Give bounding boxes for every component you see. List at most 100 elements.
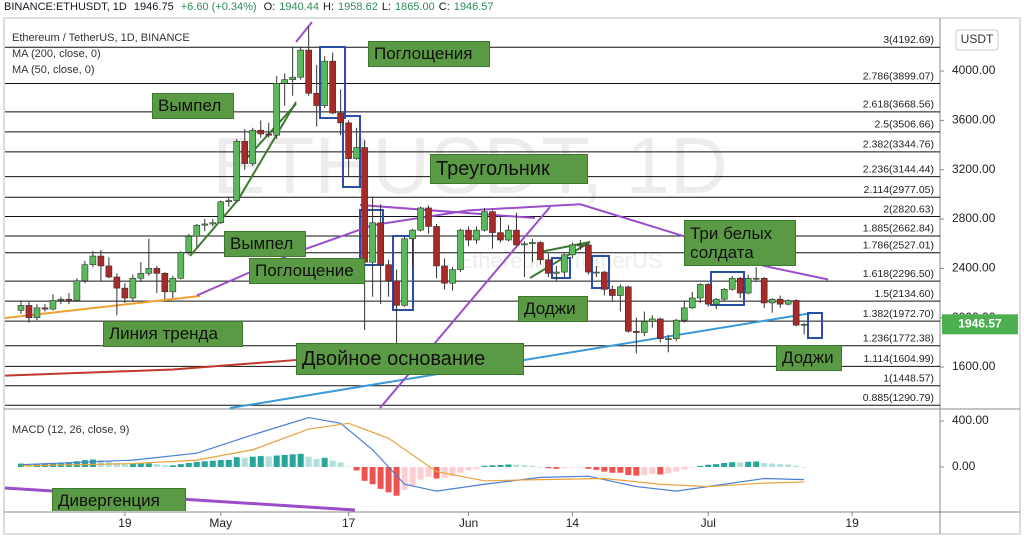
macd-bar xyxy=(689,467,696,468)
candle-body xyxy=(97,255,105,267)
candle-body xyxy=(656,318,664,339)
ohlc-value: 1940.44 xyxy=(279,1,320,13)
macd-bar xyxy=(561,467,568,469)
x-tick-label: May xyxy=(209,516,232,530)
x-tick-label: Jun xyxy=(459,516,478,530)
candle-body xyxy=(720,289,728,300)
macd-bar xyxy=(233,457,240,468)
macd-bar xyxy=(345,466,352,468)
x-tick-label: 14 xyxy=(566,516,580,530)
line xyxy=(20,422,805,488)
candle-body xyxy=(792,300,800,326)
macd-bar xyxy=(193,461,200,468)
macd-bar xyxy=(761,462,768,468)
macd-bar xyxy=(273,455,280,468)
header: BINANCE:ETHUSDT, 1D 1946.75 +6.60 (+0.34… xyxy=(4,1,502,13)
macd-bar xyxy=(585,467,592,469)
candle-body xyxy=(201,223,209,226)
y-tick-label: 3600.00 xyxy=(952,113,996,127)
macd-bar xyxy=(313,458,320,468)
divergence-line xyxy=(295,21,313,43)
fib-label: 0.885(1290.79) xyxy=(863,392,934,404)
candle-body xyxy=(409,229,416,240)
candle-body xyxy=(57,298,65,301)
macd-bar xyxy=(705,464,712,468)
price-tag-label: 1946.57 xyxy=(958,316,1002,330)
symbol: BINANCE:ETHUSDT, 1D xyxy=(4,1,127,13)
candle-body xyxy=(433,226,440,267)
candle-body xyxy=(641,321,648,333)
macd-bar xyxy=(241,457,248,468)
candle-body xyxy=(441,265,448,284)
x-tick-label: 19 xyxy=(845,516,859,530)
pattern-box xyxy=(392,235,414,311)
candle-body xyxy=(585,244,592,273)
candle-body xyxy=(65,298,73,301)
annotation: Треугольник xyxy=(430,154,588,184)
macd-bar xyxy=(489,465,496,468)
candle-body xyxy=(73,280,81,301)
legend-title: Ethereum / TetherUS, 1D, BINANCE xyxy=(12,32,190,44)
candle-body xyxy=(649,318,656,322)
macd-bar xyxy=(665,467,672,474)
candle-body xyxy=(369,222,376,263)
candle-body xyxy=(704,284,712,305)
candle-body xyxy=(569,244,576,256)
macd-annotations: Дивергенция xyxy=(5,410,940,511)
pennant-line xyxy=(189,199,239,257)
candle-body xyxy=(609,289,616,296)
currency-box[interactable] xyxy=(955,29,999,51)
annotation: Доджи xyxy=(776,345,842,371)
legend-entry: MA (50, close, 0) xyxy=(12,64,95,76)
macd-bar xyxy=(265,456,272,468)
candle-body xyxy=(281,79,289,84)
fib-label: 1.382(1972.70) xyxy=(863,308,934,320)
candle-body xyxy=(273,83,281,136)
fib-label: 2.114(2977.05) xyxy=(864,184,934,196)
y-tick-label: 1600.00 xyxy=(952,359,996,373)
macd-bar xyxy=(481,465,488,468)
currency[interactable]: USDT xyxy=(961,32,994,46)
candle-body xyxy=(329,60,336,114)
macd-bar xyxy=(425,467,432,477)
macd-bar xyxy=(257,456,264,468)
line xyxy=(20,416,805,492)
macd-bar xyxy=(201,461,208,468)
candle-body xyxy=(505,229,512,241)
macd-bar xyxy=(401,467,408,490)
candle-body xyxy=(728,277,736,290)
x-tick-label: Jul xyxy=(701,516,716,530)
ohlc-label: O: xyxy=(263,1,276,13)
candle-body xyxy=(233,141,241,201)
candle-body xyxy=(81,264,89,282)
fib-label: 2(2820.63) xyxy=(883,203,934,215)
macd-bar xyxy=(129,463,136,468)
macd-bar xyxy=(673,467,680,472)
change: +6.60 (+0.34%) xyxy=(180,1,257,13)
candle-body xyxy=(601,271,608,290)
candle-body xyxy=(385,264,392,282)
candle-body xyxy=(457,229,464,270)
fib-label: 1.236(1772.38) xyxy=(863,333,934,345)
ohlc-label: H: xyxy=(323,1,335,13)
candle-body xyxy=(305,49,312,94)
macd-bar xyxy=(161,465,168,468)
candle-body xyxy=(696,284,704,299)
annotation: Вымпел xyxy=(152,93,234,119)
macd-title: MACD (12, 26, close, 9) xyxy=(12,424,129,436)
macd-bar xyxy=(409,467,416,486)
candle-body xyxy=(545,259,552,274)
macd-bar xyxy=(505,464,512,468)
annotation: Дивергенция xyxy=(52,488,186,511)
candle-body xyxy=(449,269,456,284)
candle-body xyxy=(353,147,360,159)
candle-body xyxy=(617,286,624,296)
fib-label: 1(1448.57) xyxy=(883,373,934,385)
candle-body xyxy=(265,133,273,136)
candle-body xyxy=(41,307,49,310)
macd-bar xyxy=(545,467,552,469)
macd-bar xyxy=(769,463,776,468)
triangle-edge xyxy=(359,204,536,219)
candle-body xyxy=(425,207,432,227)
